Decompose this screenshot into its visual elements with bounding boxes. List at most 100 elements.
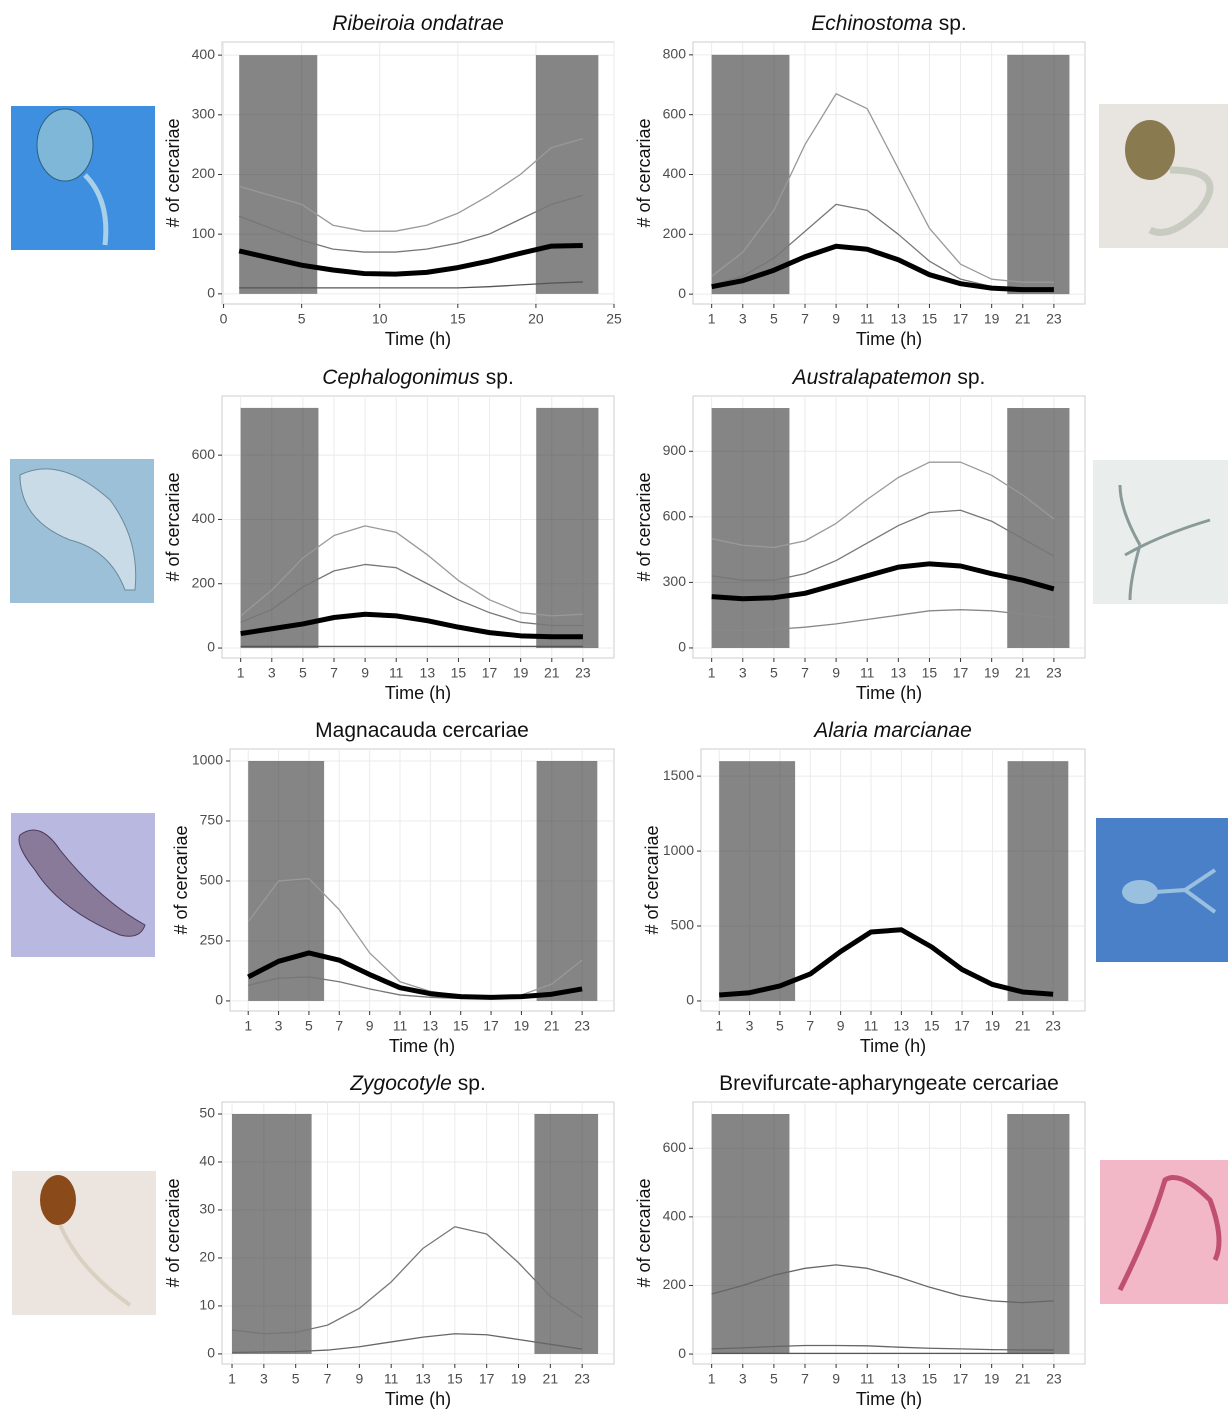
x-tick-label: 23 bbox=[574, 1371, 590, 1387]
y-tick-label: 0 bbox=[207, 639, 215, 655]
x-tick-label: 15 bbox=[447, 1371, 463, 1387]
x-tick-label: 5 bbox=[776, 1018, 784, 1034]
x-tick-label: 13 bbox=[423, 1018, 439, 1034]
y-axis-label: # of cercariae bbox=[634, 118, 654, 227]
title-part: sp. bbox=[458, 1072, 486, 1095]
x-tick-label: 19 bbox=[514, 1018, 530, 1034]
x-tick-label: 5 bbox=[298, 311, 306, 327]
x-tick-label: 1 bbox=[708, 665, 716, 681]
chart-title: Alaria marcianae bbox=[812, 719, 972, 742]
x-tick-label: 5 bbox=[292, 1371, 300, 1387]
x-tick-label: 5 bbox=[305, 1018, 313, 1034]
x-tick-label: 11 bbox=[393, 1018, 408, 1034]
x-tick-label: 21 bbox=[544, 1018, 560, 1034]
y-tick-label: 600 bbox=[663, 1139, 687, 1155]
y-tick-label: 0 bbox=[678, 1345, 686, 1361]
y-tick-label: 600 bbox=[192, 446, 216, 462]
x-tick-label: 7 bbox=[801, 311, 809, 327]
mean-line bbox=[711, 243, 1054, 293]
x-tick-label: 5 bbox=[770, 311, 778, 327]
x-tick-label: 25 bbox=[606, 311, 622, 327]
x-tick-label: 13 bbox=[891, 665, 907, 681]
x-tick-label: 23 bbox=[1046, 665, 1062, 681]
x-axis-label: Time (h) bbox=[856, 329, 922, 349]
y-tick-label: 300 bbox=[192, 106, 216, 122]
x-tick-label: 5 bbox=[299, 665, 307, 681]
x-tick-label: 11 bbox=[860, 665, 875, 681]
x-tick-label: 3 bbox=[739, 311, 747, 327]
x-tick-label: 11 bbox=[864, 1018, 879, 1034]
site-line bbox=[232, 1333, 583, 1354]
y-axis-label: # of cercariae bbox=[634, 472, 654, 581]
y-tick-label: 100 bbox=[192, 225, 216, 241]
mean-line bbox=[240, 611, 583, 640]
x-tick-label: 11 bbox=[860, 1371, 875, 1387]
y-tick-label: 20 bbox=[199, 1249, 215, 1265]
y-tick-label: 0 bbox=[215, 992, 223, 1008]
x-axis-label: Time (h) bbox=[856, 683, 922, 703]
x-tick-label: 21 bbox=[544, 665, 560, 681]
site-line bbox=[238, 138, 583, 232]
chart-title: Zygocotyle sp. bbox=[349, 1072, 486, 1095]
x-tick-label: 17 bbox=[953, 665, 969, 681]
chart-title: Cephalogonimus sp. bbox=[322, 366, 514, 389]
x-tick-label: 3 bbox=[260, 1371, 268, 1387]
y-tick-label: 200 bbox=[192, 165, 216, 181]
x-tick-label: 23 bbox=[1045, 1018, 1061, 1034]
x-tick-label: 3 bbox=[268, 665, 276, 681]
y-tick-label: 900 bbox=[663, 442, 687, 458]
night-shading bbox=[1007, 54, 1070, 295]
x-tick-label: 17 bbox=[953, 1371, 969, 1387]
x-tick-label: 9 bbox=[361, 665, 369, 681]
x-tick-label: 1 bbox=[708, 311, 716, 327]
x-axis-label: Time (h) bbox=[385, 1389, 451, 1409]
x-tick-label: 19 bbox=[984, 665, 1000, 681]
specimen-tail bbox=[83, 173, 109, 246]
y-tick-label: 30 bbox=[199, 1201, 215, 1217]
x-tick-label: 5 bbox=[770, 1371, 778, 1387]
chart-title: Australapatemon sp. bbox=[791, 366, 986, 389]
x-tick-label: 17 bbox=[954, 1018, 970, 1034]
x-tick-label: 15 bbox=[451, 665, 467, 681]
y-tick-label: 0 bbox=[686, 992, 694, 1008]
y-tick-label: 400 bbox=[192, 46, 216, 62]
x-tick-label: 1 bbox=[237, 665, 245, 681]
y-tick-label: 200 bbox=[663, 1276, 687, 1292]
x-tick-label: 9 bbox=[355, 1371, 363, 1387]
site-line bbox=[239, 281, 583, 289]
x-tick-label: 23 bbox=[1046, 1371, 1062, 1387]
y-tick-label: 400 bbox=[192, 510, 216, 526]
x-tick-label: 7 bbox=[335, 1018, 343, 1034]
title-part: Echinostoma bbox=[811, 12, 932, 35]
night-shading bbox=[232, 1113, 312, 1354]
specimen-body bbox=[18, 829, 146, 937]
x-tick-label: 0 bbox=[220, 311, 228, 327]
y-tick-label: 0 bbox=[207, 285, 215, 301]
mean-line bbox=[247, 950, 583, 1000]
y-tick-label: 0 bbox=[678, 639, 686, 655]
x-tick-label: 3 bbox=[739, 665, 747, 681]
site-line bbox=[240, 563, 583, 627]
x-tick-label: 13 bbox=[420, 665, 436, 681]
y-tick-label: 200 bbox=[663, 225, 687, 241]
night-shading bbox=[711, 408, 790, 648]
x-tick-label: 21 bbox=[1015, 665, 1031, 681]
x-tick-label: 1 bbox=[708, 1371, 716, 1387]
y-tick-label: 40 bbox=[199, 1153, 215, 1169]
specimen-photo bbox=[12, 1171, 156, 1315]
title-part: sp. bbox=[939, 12, 967, 35]
x-tick-label: 21 bbox=[543, 1371, 559, 1387]
x-tick-label: 21 bbox=[1015, 1371, 1031, 1387]
x-tick-label: 15 bbox=[450, 311, 466, 327]
x-tick-label: 9 bbox=[837, 1018, 845, 1034]
night-shading bbox=[711, 54, 790, 295]
x-tick-label: 1 bbox=[244, 1018, 252, 1034]
y-tick-label: 1500 bbox=[663, 767, 694, 783]
x-tick-label: 1 bbox=[228, 1371, 236, 1387]
mean-line bbox=[238, 243, 583, 277]
y-tick-label: 750 bbox=[200, 812, 224, 828]
x-tick-label: 1 bbox=[715, 1018, 723, 1034]
night-shading bbox=[535, 55, 599, 294]
y-tick-label: 600 bbox=[663, 508, 687, 524]
